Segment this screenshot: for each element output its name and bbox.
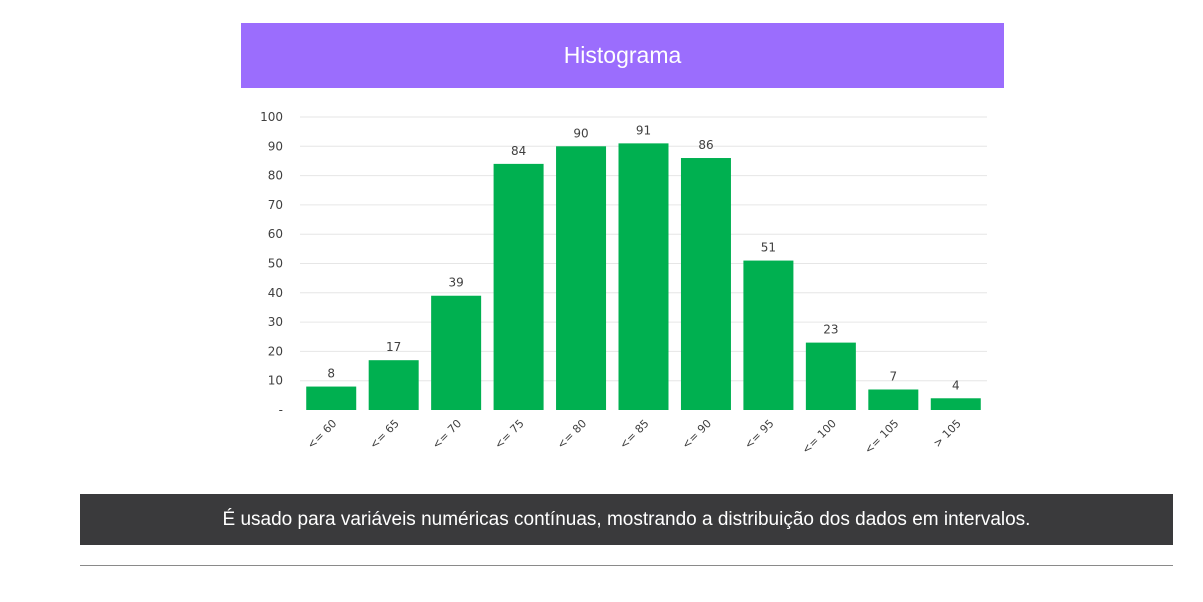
bar xyxy=(306,386,357,410)
x-tick-label: <= 90 xyxy=(679,417,714,452)
data-label: 51 xyxy=(761,241,776,255)
description-caption: É usado para variáveis numéricas contínu… xyxy=(80,494,1173,545)
bar xyxy=(493,163,544,410)
data-labels: 8 17 39 84 90 91 86 51 23 7 4 xyxy=(327,123,959,392)
bars xyxy=(306,143,981,411)
y-tick-label: 50 xyxy=(268,257,283,271)
data-label: 4 xyxy=(952,378,960,392)
bar xyxy=(930,398,981,410)
x-tick-label: <= 95 xyxy=(742,417,777,452)
divider-line xyxy=(80,565,1173,566)
chart-title: Histograma xyxy=(241,23,1004,88)
y-tick-label: 90 xyxy=(268,139,283,153)
y-tick-label: 10 xyxy=(268,374,283,388)
bar xyxy=(618,143,669,410)
data-label: 91 xyxy=(636,123,651,137)
data-label: 17 xyxy=(386,340,401,354)
x-tick-label: <= 100 xyxy=(799,417,839,457)
data-label: 7 xyxy=(889,369,897,383)
data-label: 86 xyxy=(698,138,713,152)
x-axis-ticks: <= 60 <= 65 <= 70 <= 75 <= 80 <= 85 <= 90 <= 95… xyxy=(305,417,964,457)
y-tick-label: 60 xyxy=(268,227,283,241)
bar xyxy=(805,342,856,410)
histogram-chart: - 10 20 30 40 50 60 70 80 90 100 8 17 39 84 90 91 86 51 23… xyxy=(260,110,987,457)
bar xyxy=(368,360,419,410)
y-tick-label: 70 xyxy=(268,198,283,212)
x-tick-label: > 105 xyxy=(931,417,964,450)
data-label: 84 xyxy=(511,144,526,158)
x-tick-label: <= 60 xyxy=(305,417,340,452)
bar xyxy=(743,260,794,410)
data-label: 90 xyxy=(573,126,588,140)
data-label: 39 xyxy=(448,276,463,290)
y-tick-label: 30 xyxy=(268,315,283,329)
y-tick-label: 80 xyxy=(268,169,283,183)
x-tick-label: <= 70 xyxy=(430,417,465,452)
y-tick-label: - xyxy=(279,403,283,417)
bar xyxy=(680,158,731,410)
x-tick-label: <= 75 xyxy=(492,417,527,452)
bar xyxy=(556,146,607,411)
y-tick-label: 40 xyxy=(268,286,283,300)
bar xyxy=(431,295,482,410)
x-tick-label: <= 105 xyxy=(862,417,902,457)
x-tick-label: <= 65 xyxy=(367,417,402,452)
data-label: 8 xyxy=(327,367,335,381)
bar xyxy=(868,389,919,410)
x-tick-label: <= 80 xyxy=(555,417,590,452)
y-tick-label: 100 xyxy=(260,110,283,124)
y-axis-ticks: - 10 20 30 40 50 60 70 80 90 100 xyxy=(260,110,283,417)
data-label: 23 xyxy=(823,323,838,337)
y-tick-label: 20 xyxy=(268,344,283,358)
x-tick-label: <= 85 xyxy=(617,417,652,452)
